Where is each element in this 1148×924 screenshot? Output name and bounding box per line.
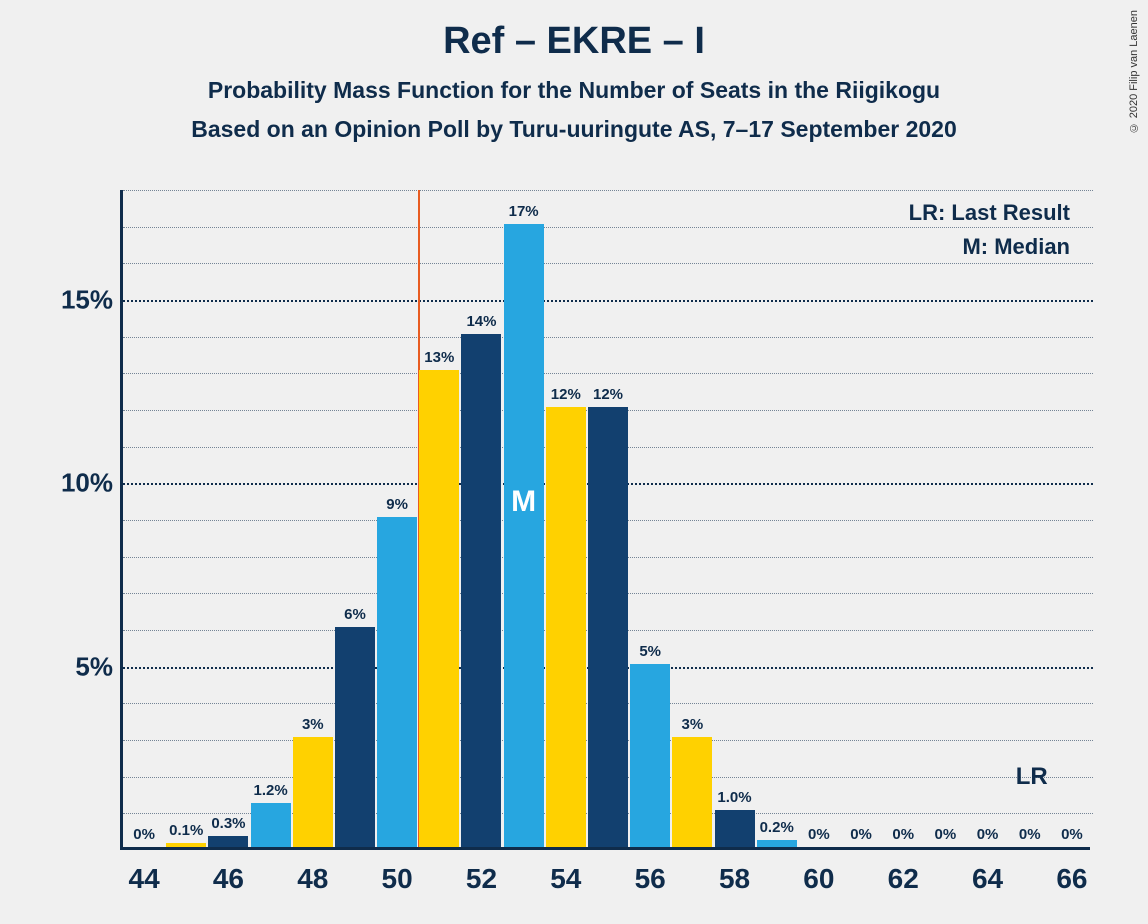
bar: 0.3% (208, 836, 248, 847)
bar: 14% (461, 334, 501, 847)
bar-value-label: 17% (509, 203, 539, 220)
bar-value-label: 0% (850, 826, 872, 843)
bar-value-label: 0% (892, 826, 914, 843)
gridline-minor (123, 373, 1093, 374)
gridline-minor (123, 263, 1093, 264)
bar-value-label: 0% (808, 826, 830, 843)
chart-subtitle-2: Based on an Opinion Poll by Turu-uuringu… (0, 116, 1148, 143)
bar: 6% (335, 627, 375, 847)
x-axis-label: 44 (102, 863, 186, 895)
x-axis-label: 50 (355, 863, 439, 895)
bar: 0.1% (166, 843, 206, 847)
bar: 12% (546, 407, 586, 847)
bar: 1.2% (251, 803, 291, 847)
legend-lr: LR: Last Result (909, 200, 1070, 226)
plot-area: LR: Last Result M: Median 5%10%15%0%0.1%… (120, 190, 1090, 850)
bar-chart: LR: Last Result M: Median 5%10%15%0%0.1%… (120, 190, 1110, 850)
legend-m: M: Median (909, 234, 1070, 260)
bar: 0.2% (757, 840, 797, 847)
gridline-minor (123, 337, 1093, 338)
median-marker: M (511, 485, 536, 519)
bar-value-label: 0% (935, 826, 957, 843)
gridline-minor (123, 190, 1093, 191)
y-axis-label: 10% (33, 468, 113, 499)
x-axis-label: 62 (861, 863, 945, 895)
copyright-text: © 2020 Filip van Laenen (1128, 10, 1140, 133)
bar-value-label: 9% (386, 496, 408, 513)
bar-value-label: 0% (133, 826, 155, 843)
bar: 13% (419, 370, 459, 847)
x-axis-label: 52 (439, 863, 523, 895)
x-axis-label: 66 (1030, 863, 1114, 895)
bar-value-label: 14% (466, 313, 496, 330)
bar: 5% (630, 664, 670, 847)
y-axis-label: 15% (33, 285, 113, 316)
x-axis-label: 46 (186, 863, 270, 895)
x-axis-label: 64 (946, 863, 1030, 895)
bar: 9% (377, 517, 417, 847)
bar-value-label: 6% (344, 606, 366, 623)
x-axis-label: 58 (693, 863, 777, 895)
gridline-minor (123, 227, 1093, 228)
legend: LR: Last Result M: Median (909, 200, 1070, 268)
bar-value-label: 1.2% (253, 782, 287, 799)
x-axis-label: 54 (524, 863, 608, 895)
bar: 17%M (504, 224, 544, 847)
chart-title: Ref – EKRE – I (0, 0, 1148, 63)
bar-value-label: 12% (551, 386, 581, 403)
bar-value-label: 3% (682, 716, 704, 733)
bar: 3% (672, 737, 712, 847)
bar-value-label: 0.2% (760, 819, 794, 836)
bar-value-label: 0% (1019, 826, 1041, 843)
bar-value-label: 5% (639, 643, 661, 660)
bar-value-label: 0% (977, 826, 999, 843)
x-axis-label: 56 (608, 863, 692, 895)
bar-value-label: 3% (302, 716, 324, 733)
last-result-marker: LR (1016, 763, 1048, 791)
chart-subtitle-1: Probability Mass Function for the Number… (0, 77, 1148, 104)
y-axis-label: 5% (33, 651, 113, 682)
bar-value-label: 0.3% (211, 815, 245, 832)
x-axis-label: 60 (777, 863, 861, 895)
bar: 3% (293, 737, 333, 847)
bar-value-label: 13% (424, 349, 454, 366)
bar-value-label: 0% (1061, 826, 1083, 843)
bar: 12% (588, 407, 628, 847)
bar-value-label: 0.1% (169, 822, 203, 839)
bar-value-label: 12% (593, 386, 623, 403)
bar-value-label: 1.0% (717, 789, 751, 806)
bar: 1.0% (715, 810, 755, 847)
gridline-major (123, 300, 1093, 302)
x-axis-label: 48 (271, 863, 355, 895)
